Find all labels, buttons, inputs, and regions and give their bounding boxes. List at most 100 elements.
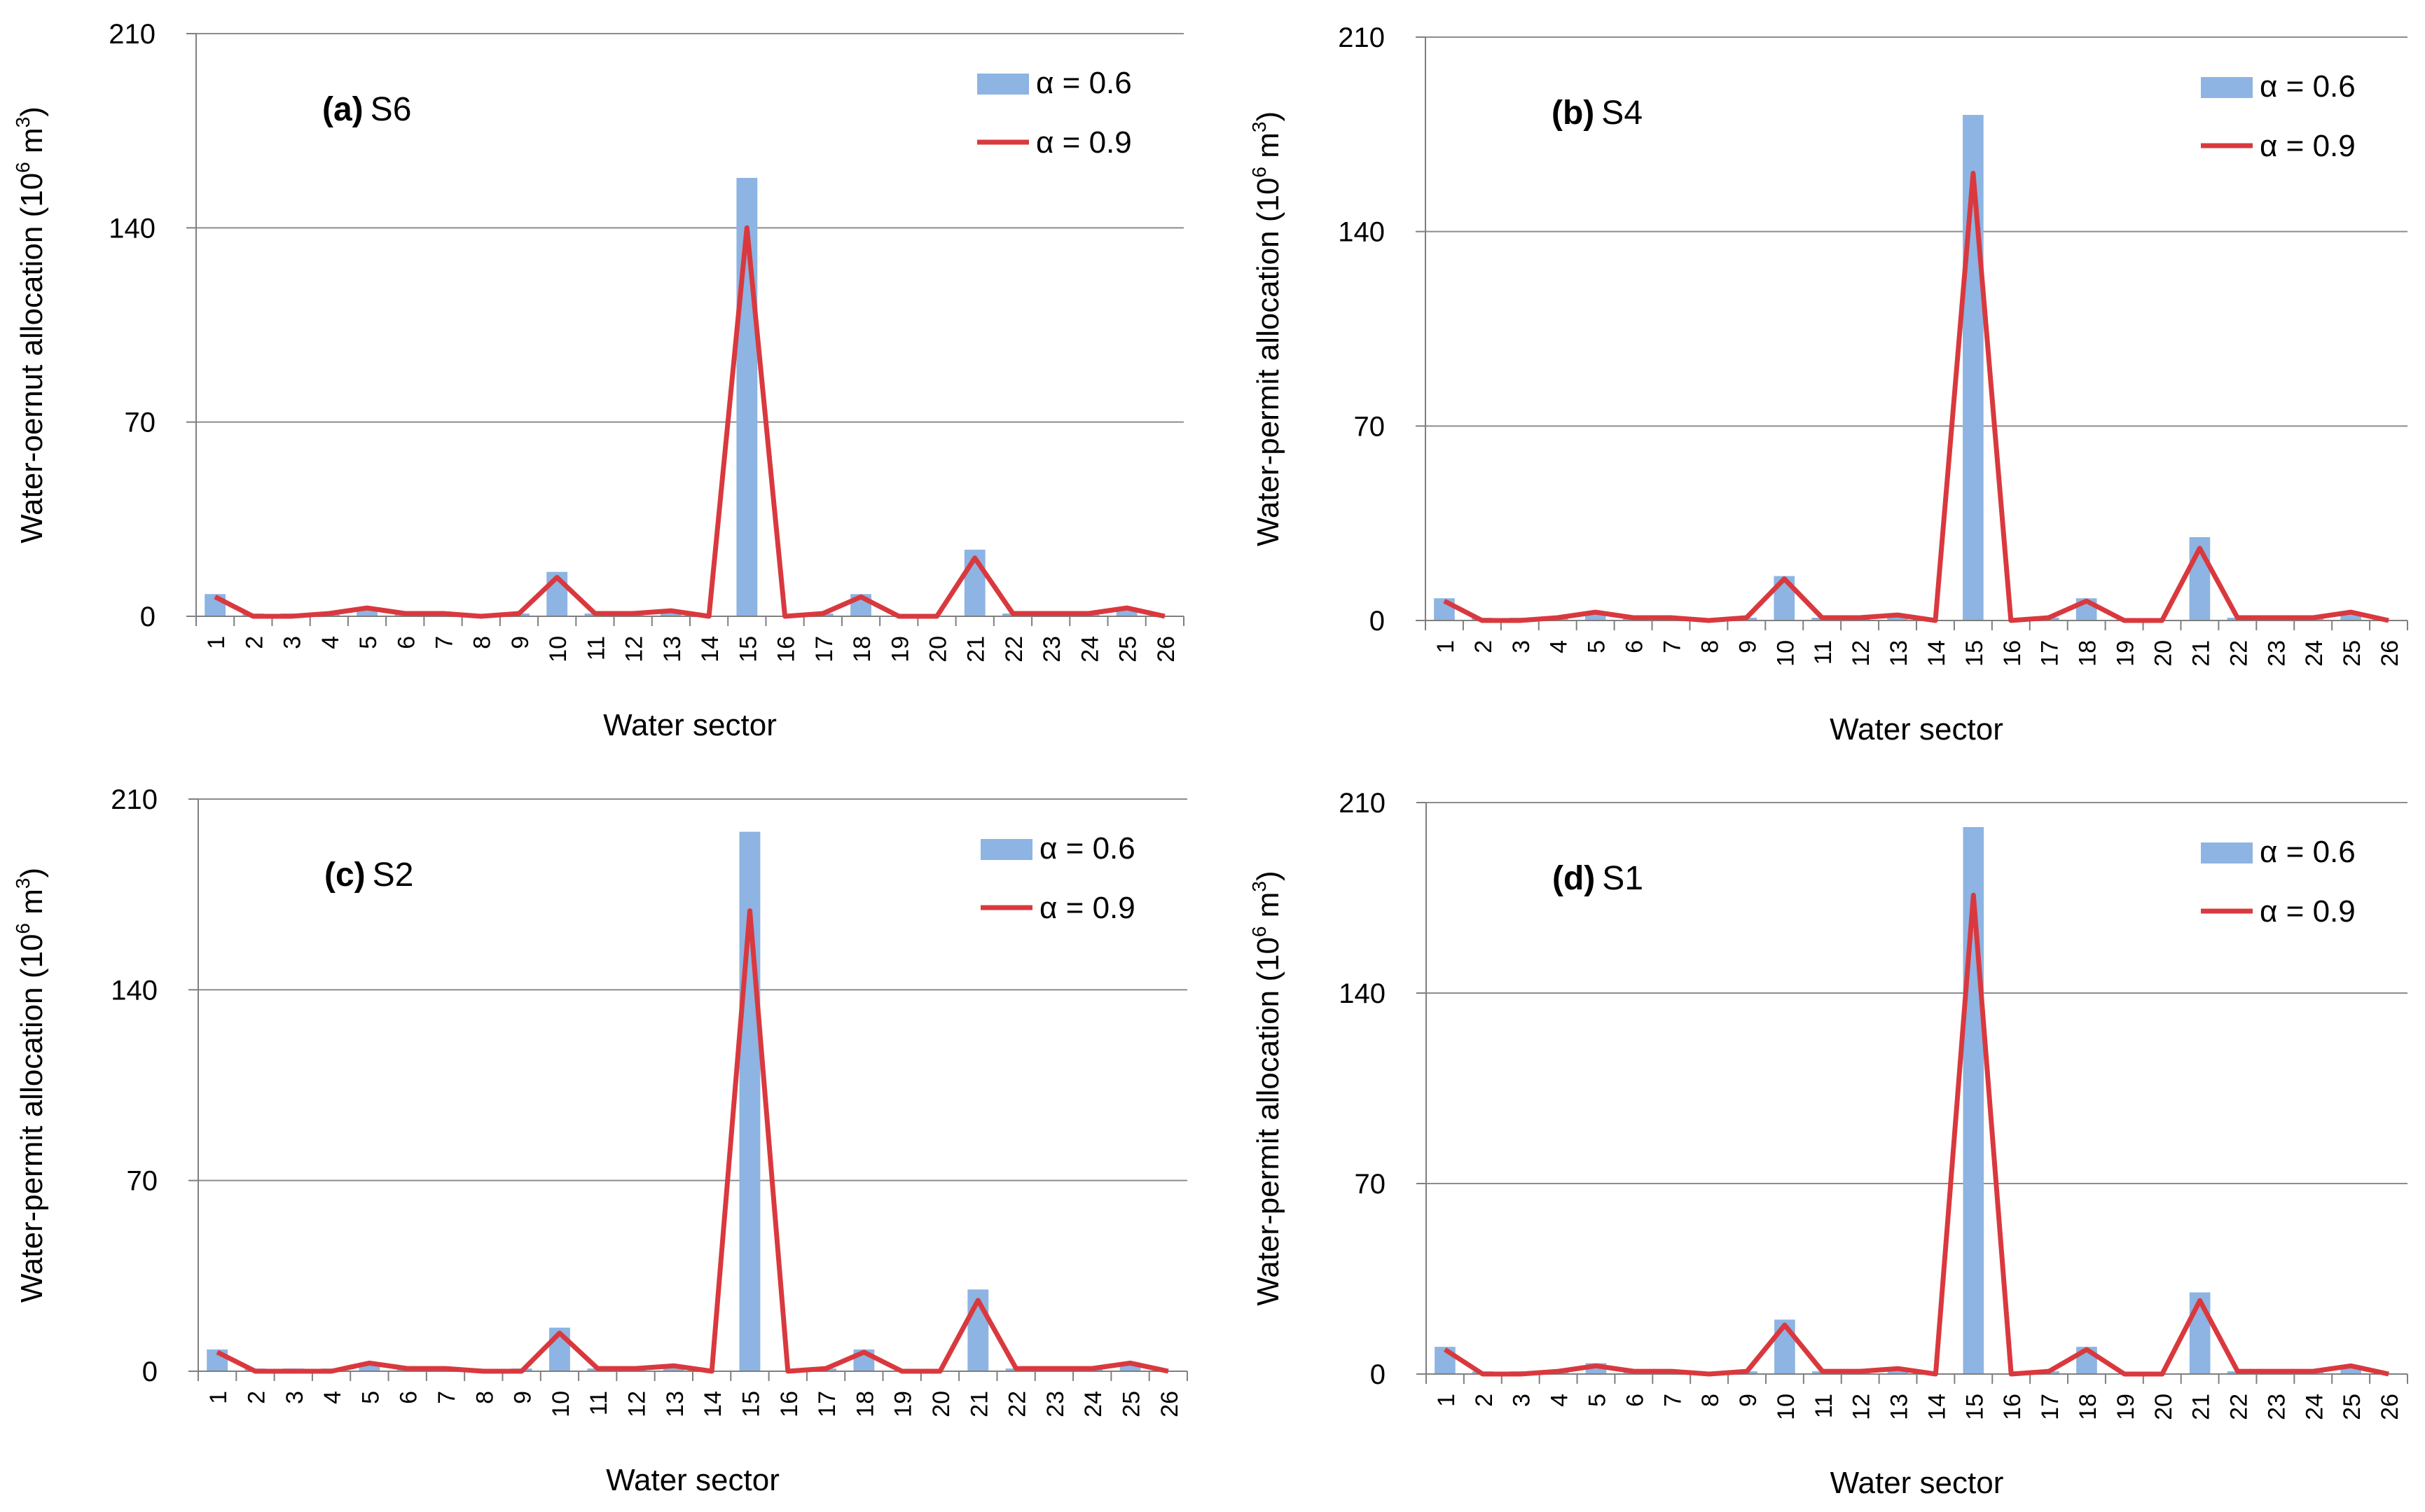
x-tick-label: 7: [431, 636, 458, 649]
x-tick-label: 17: [814, 1391, 841, 1417]
x-tick-label: 2: [1471, 1394, 1498, 1407]
legend-label-bar: α = 0.6: [2260, 835, 2356, 869]
x-tick-label: 12: [621, 636, 648, 663]
panel-label-scenario: S2: [373, 856, 414, 894]
y-axis-title: Water-oernut allocation (106 m3): [12, 106, 49, 543]
x-tick-label: 24: [1077, 636, 1103, 663]
x-tick-label: 21: [2188, 640, 2214, 667]
bar-5: [357, 608, 378, 616]
x-tick-label: 24: [1080, 1391, 1107, 1417]
x-axis-title: Water sector: [1830, 1466, 2004, 1500]
panel-label-scenario: S1: [1602, 860, 1643, 897]
line-point-14: [1935, 1373, 1936, 1375]
x-tick-label: 14: [700, 1391, 726, 1417]
x-tick-label: 20: [928, 1391, 955, 1417]
panel-label-scenario: S6: [371, 91, 412, 128]
legend-bar-swatch: [981, 839, 1032, 860]
x-tick-label: 11: [586, 1391, 612, 1415]
line-point-14: [708, 616, 710, 617]
y-axis-title-main: Water-oernut allocation (10: [15, 173, 49, 543]
x-tick-label: 3: [1509, 1394, 1535, 1407]
y-tick-label: 0: [140, 602, 156, 632]
y-tick-label: 210: [1338, 22, 1385, 53]
line-point-10: [1784, 1324, 1785, 1326]
x-tick-label: 17: [2037, 1394, 2064, 1420]
y-tick-label: 70: [1355, 1169, 1386, 1200]
y-axis-title-main: Water-permit allocation (10: [1251, 937, 1285, 1306]
line-point-15: [749, 910, 750, 912]
x-tick-label: 1: [203, 636, 230, 649]
x-tick-label: 15: [735, 636, 761, 663]
line-point-9: [1746, 1371, 1748, 1372]
y-tick-label: 0: [1369, 606, 1385, 637]
y-tick-label: 0: [1370, 1359, 1386, 1390]
line-point-11: [597, 1368, 598, 1369]
x-tick-label: 18: [2075, 1394, 2101, 1420]
y-axis-title-sup: 6: [12, 923, 34, 934]
legend-label-bar: α = 0.6: [1039, 831, 1135, 866]
x-tick-label: 8: [1697, 1394, 1724, 1407]
bar-25: [2340, 1366, 2361, 1374]
legend-label-bar: α = 0.6: [2260, 69, 2356, 104]
x-tick-label: 2: [1470, 640, 1497, 653]
legend-bar-swatch: [2201, 842, 2253, 863]
y-tick-label: 70: [125, 408, 156, 438]
line-point-3: [1520, 1373, 1521, 1375]
line-point-10: [1783, 578, 1785, 579]
series-line: [216, 908, 1169, 1374]
legend-label-line: α = 0.9: [1036, 125, 1132, 160]
y-axis-title-unit: m: [1251, 892, 1285, 927]
x-tick-label: 26: [1156, 1391, 1183, 1417]
x-tick-label: 18: [852, 1391, 878, 1417]
x-tick-label: 7: [1659, 1394, 1686, 1407]
y-axis-title: Water-permit allocation (106 m3): [1248, 871, 1285, 1305]
x-tick-label: 19: [887, 636, 913, 663]
x-tick-label: 13: [662, 1391, 689, 1417]
y-axis-title-sup: 3: [1248, 881, 1270, 892]
legend-label-line: α = 0.9: [2260, 129, 2356, 163]
x-tick-label: 20: [925, 636, 952, 663]
line-point-9: [521, 1371, 523, 1372]
line-point-17: [2048, 1371, 2050, 1372]
bar-13: [663, 1366, 684, 1371]
line-point-16: [787, 1371, 789, 1372]
y-axis-title-unit: m: [15, 127, 49, 162]
x-tick-label: 7: [1659, 640, 1686, 653]
x-tick-label: 23: [1039, 636, 1065, 663]
x-tick-label: 16: [1999, 640, 2026, 667]
x-tick-label: 4: [1546, 640, 1573, 653]
y-axis-title-main: Water-permit allocation (10: [15, 934, 49, 1303]
y-axis-title-sup: 6: [1248, 167, 1270, 178]
x-tick-label: 25: [1115, 636, 1142, 663]
x-tick-label: 18: [2075, 640, 2101, 667]
y-axis-title: Water-permit allocation (106 m3): [12, 868, 49, 1303]
x-axis-title: Water sector: [1830, 712, 2003, 747]
x-tick-label: 4: [1547, 1394, 1573, 1407]
line-point-23: [1053, 1368, 1055, 1369]
line-point-15: [1973, 894, 1974, 896]
x-tick-label: 6: [396, 1391, 422, 1404]
line-point-6: [404, 613, 406, 614]
x-tick-label: 15: [738, 1391, 764, 1417]
x-tick-label: 19: [2113, 640, 2139, 667]
x-tick-label: 26: [2377, 1394, 2403, 1420]
bar-25: [2340, 612, 2361, 620]
line-point-4: [1558, 1371, 1559, 1372]
x-tick-label: 9: [510, 1391, 537, 1404]
line-point-21: [974, 557, 976, 559]
x-tick-label: 24: [2301, 640, 2328, 667]
line-point-8: [1708, 620, 1709, 621]
y-axis-title-end: ): [15, 868, 49, 878]
line-point-2: [254, 1371, 256, 1372]
line-point-17: [825, 1368, 827, 1369]
line-point-16: [2010, 620, 2012, 621]
x-tick-label: 23: [2263, 640, 2290, 667]
line-point-24: [1091, 1368, 1093, 1369]
x-tick-label: 21: [966, 1391, 993, 1417]
series-line: [1443, 892, 2389, 1377]
panel-label: (a) S6: [322, 91, 411, 128]
line-point-9: [518, 613, 520, 614]
series-line: [1443, 170, 2389, 623]
